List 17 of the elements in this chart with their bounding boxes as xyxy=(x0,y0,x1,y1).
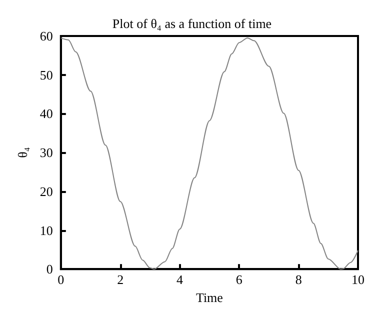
y-tick-label: 40 xyxy=(40,106,53,122)
y-axis-title: θ₄ xyxy=(15,146,30,158)
x-tick-label: 0 xyxy=(58,272,64,288)
x-tick-label: 4 xyxy=(176,272,184,288)
y-tick-label: 50 xyxy=(40,67,53,82)
y-tick-label: 60 xyxy=(40,28,53,44)
x-tick-label: 2 xyxy=(117,272,124,288)
x-tick-label: 8 xyxy=(295,272,302,288)
x-axis-title: Time xyxy=(196,290,224,305)
x-tick-label: 10 xyxy=(352,272,364,288)
y-tick-label: 0 xyxy=(46,262,53,277)
y-tick-label: 10 xyxy=(40,222,53,238)
chart-title: Plot of θ₄ as a function of time xyxy=(112,16,272,31)
x-tick-label: 6 xyxy=(236,272,243,288)
y-tick-label: 20 xyxy=(40,184,53,199)
y-tick-label: 30 xyxy=(40,145,53,160)
line-series xyxy=(60,37,358,270)
